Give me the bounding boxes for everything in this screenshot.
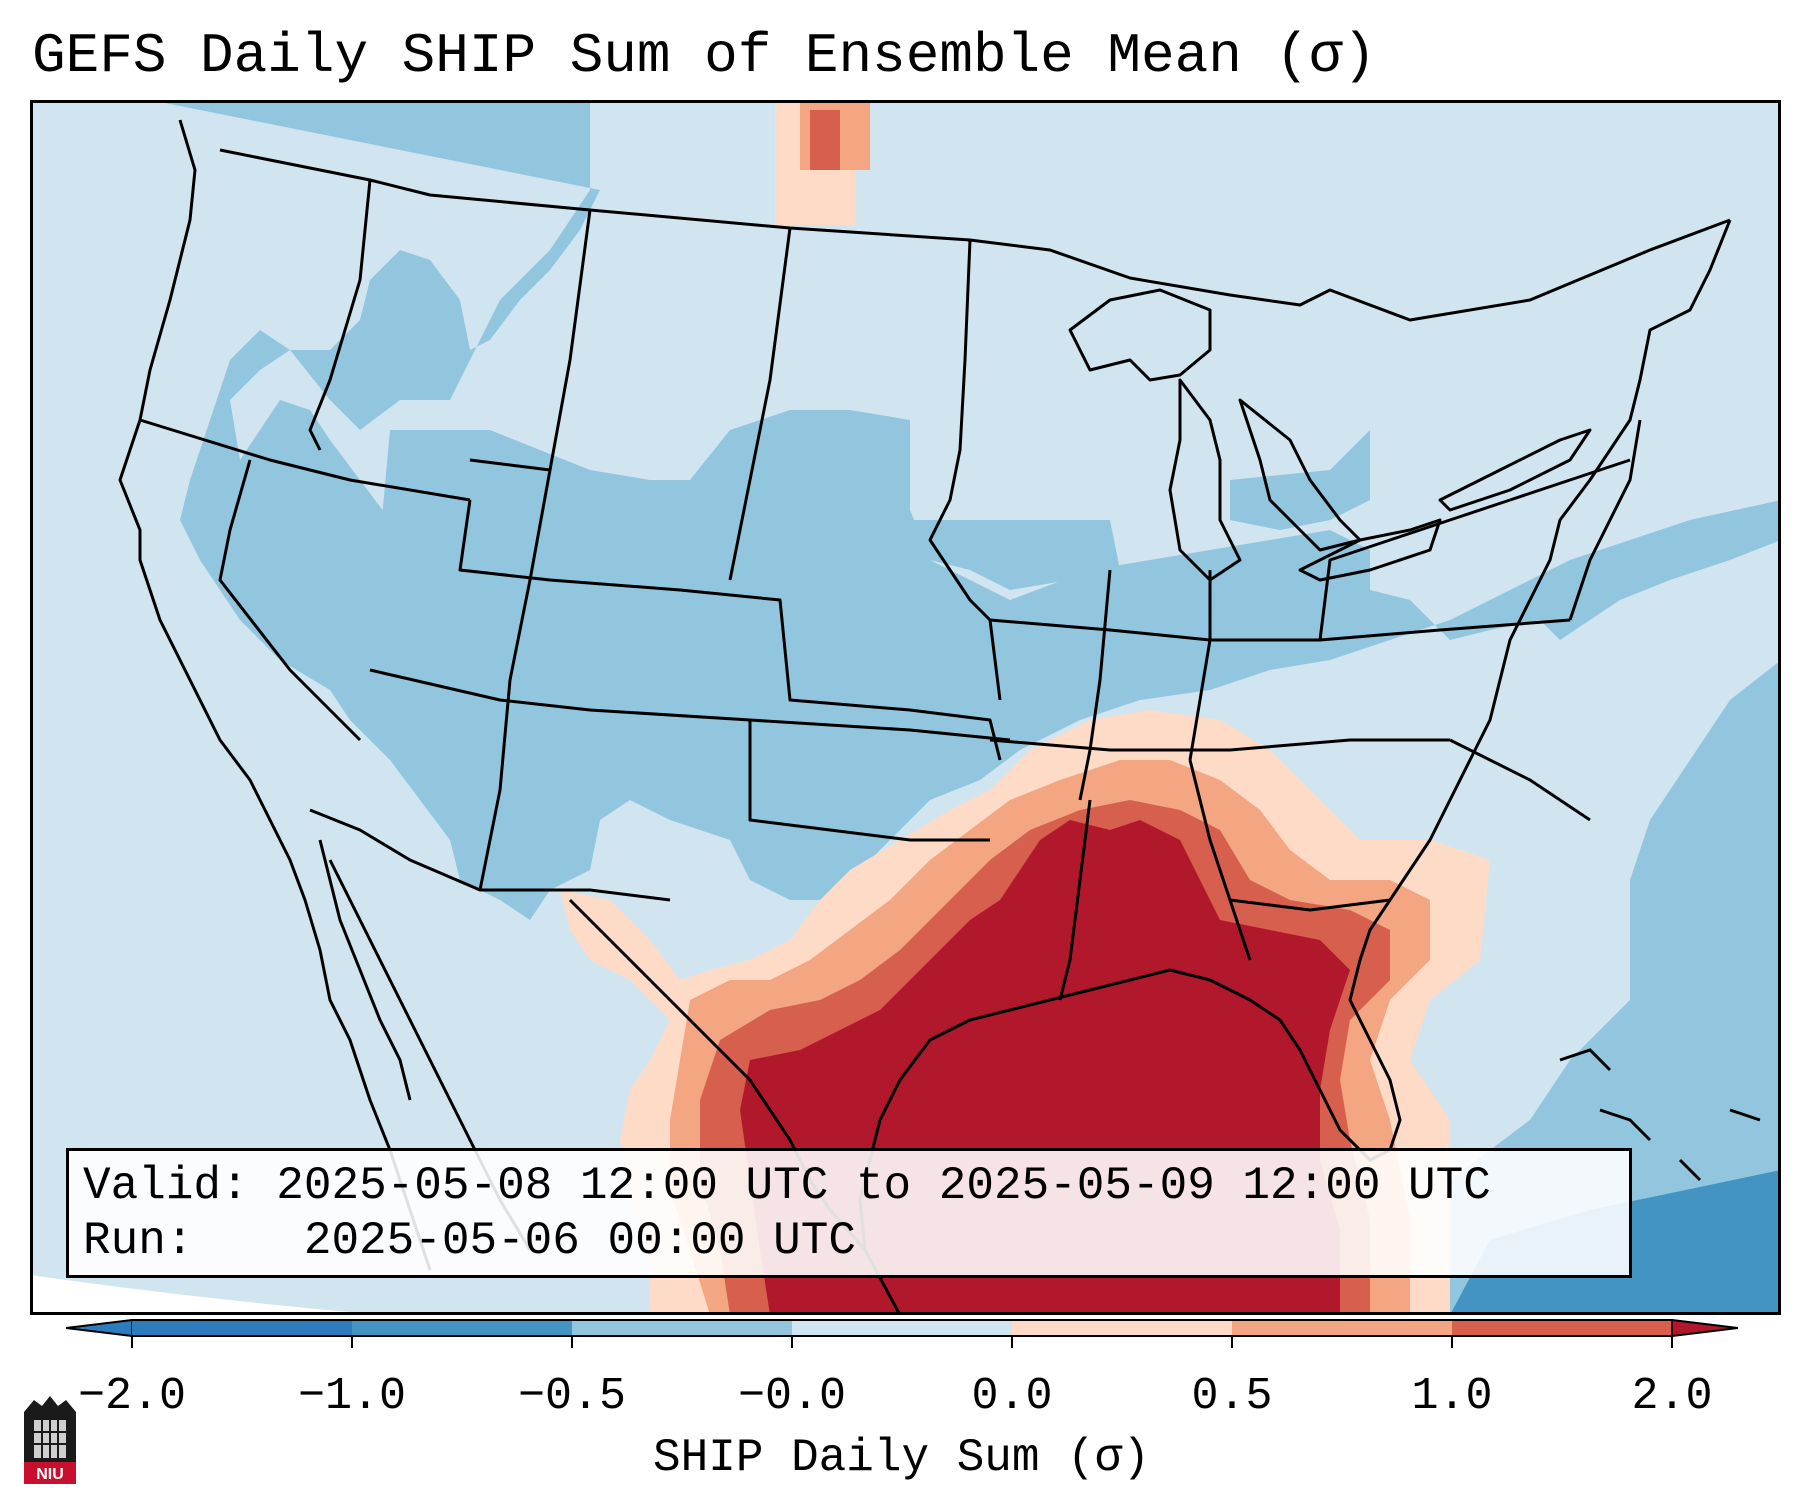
colorbar-tick-label: −0.5 xyxy=(517,1371,627,1422)
run-value: 2025-05-06 00:00 UTC xyxy=(303,1215,856,1267)
colorbar-label: SHIP Daily Sum (σ) xyxy=(653,1432,1150,1484)
colorbar-segment xyxy=(132,1320,353,1336)
colorbar-tick-label: 0.0 xyxy=(971,1371,1053,1422)
borders xyxy=(118,119,1732,1315)
colorbar-segment xyxy=(572,1320,793,1336)
field-north-patch xyxy=(775,100,870,225)
map-panel xyxy=(30,100,1781,1315)
colorbar-segment xyxy=(1452,1320,1673,1336)
colorbar-segment xyxy=(1012,1320,1233,1336)
valid-label: Valid: xyxy=(83,1160,249,1212)
colorbar-tick-label: −2.0 xyxy=(77,1371,187,1422)
valid-line: Valid: 2025-05-08 12:00 UTC to 2025-05-0… xyxy=(83,1159,1615,1214)
valid-run-info-box: Valid: 2025-05-08 12:00 UTC to 2025-05-0… xyxy=(66,1148,1632,1278)
colorbar-tick-label: 0.5 xyxy=(1191,1371,1273,1422)
run-label: Run: xyxy=(83,1215,194,1267)
colorbar-extend-low xyxy=(65,1319,133,1337)
colorbar-segment xyxy=(792,1320,1013,1336)
valid-value: 2025-05-08 12:00 UTC to 2025-05-09 12:00… xyxy=(276,1160,1491,1212)
map-title: GEFS Daily SHIP Sum of Ensemble Mean (σ) xyxy=(32,24,1377,88)
logo-text: NIU xyxy=(36,1466,64,1483)
colorbar-segment xyxy=(352,1320,573,1336)
niu-logo: NIU xyxy=(20,1392,80,1488)
islands xyxy=(1559,1048,1761,1182)
colorbar-tick-label: −0.0 xyxy=(737,1371,847,1422)
run-line: Run: 2025-05-06 00:00 UTC xyxy=(83,1214,1615,1269)
colorbar-ticks: −2.0 −1.0 −0.5 −0.0 0.0 0.5 1.0 2.0 xyxy=(66,1370,1738,1426)
colorbar xyxy=(65,1312,1739,1372)
colorbar-segment xyxy=(1232,1320,1453,1336)
colorbar-extend-high xyxy=(1671,1319,1739,1337)
colorbar-tick-label: 1.0 xyxy=(1411,1371,1493,1422)
colorbar-tick-label: −1.0 xyxy=(297,1371,407,1422)
colorbar-tick-label: 2.0 xyxy=(1631,1371,1713,1422)
